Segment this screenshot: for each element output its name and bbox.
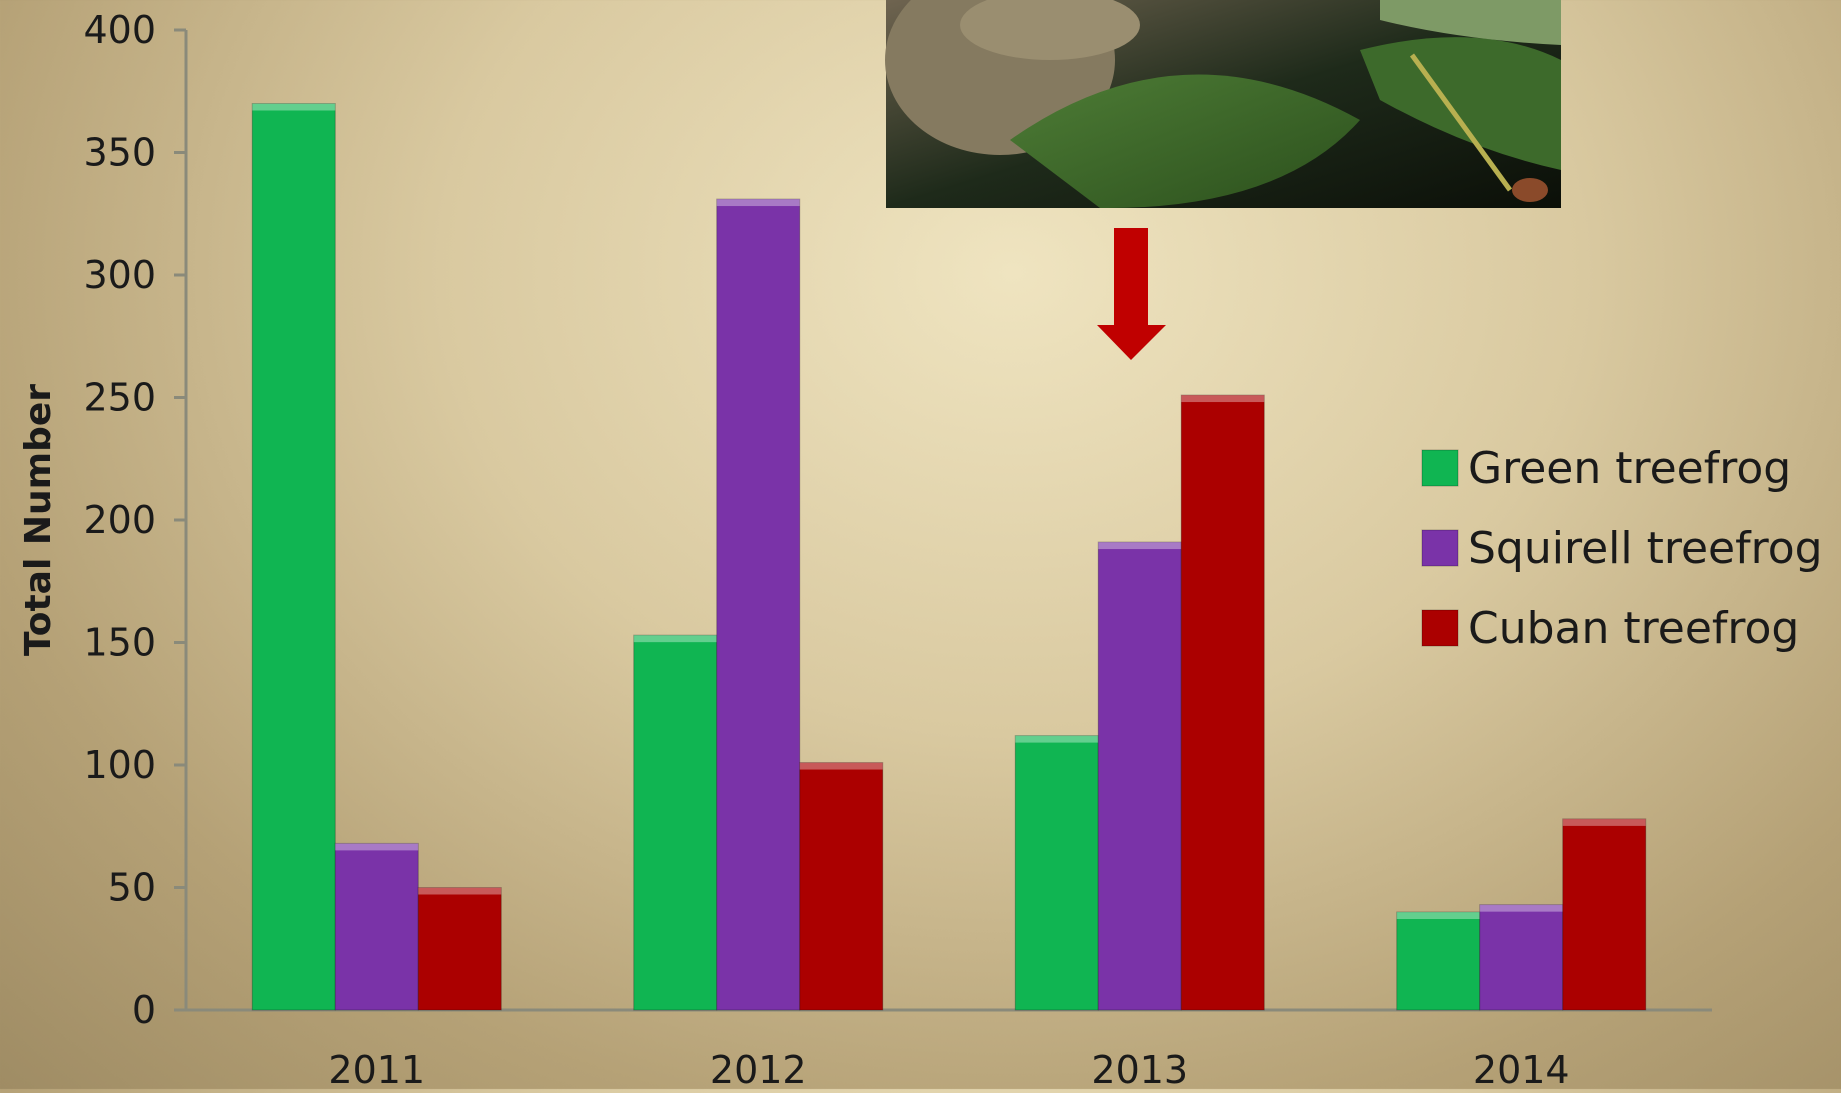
bar-green-treefrog-2012 [633,634,718,1011]
bar-squirell-treefrog-2014 [1479,904,1564,1011]
y-tick-label: 150 [83,621,156,665]
bar-highlight [1098,542,1182,550]
bar-highlight [1396,912,1480,919]
bar-squirell-treefrog-2012 [716,198,801,1011]
bar-highlight [252,103,336,111]
y-tick-label: 350 [83,131,156,175]
bar-highlight [1479,904,1563,912]
bar-highlight [799,762,883,770]
bar-highlight [1015,735,1099,743]
y-axis-ticks: 0 50 100 150 200 250 300 350 400 [83,8,186,1032]
legend-swatch [1421,449,1459,487]
y-tick-label: 250 [83,376,156,420]
legend: Green treefrog Squirell treefrog Cuban tre… [1421,443,1823,654]
y-tick-label: 0 [132,988,156,1032]
red-arrow-annotation [1097,228,1166,360]
x-tick-label: 2014 [1473,1048,1570,1089]
bar-series [251,103,1647,1011]
bar-squirell-treefrog-2013 [1097,541,1182,1011]
legend-label: Green treefrog [1468,443,1791,494]
bar-cuban-treefrog-2011 [417,887,502,1011]
x-tick-label: 2013 [1091,1048,1188,1089]
x-axis-labels: 2011 2012 2013 2014 [328,1048,1570,1092]
bar-highlight [1562,818,1646,826]
bar-cuban-treefrog-2013 [1180,394,1265,1011]
bar-squirell-treefrog-2011 [334,842,419,1011]
bar-highlight [716,199,800,207]
bar-highlight [1181,395,1265,403]
x-tick-label: 2011 [328,1048,425,1089]
bar-highlight [335,843,419,851]
bar-cuban-treefrog-2012 [799,762,884,1011]
legend-label: Squirell treefrog [1468,523,1823,574]
y-axis-label: Total Number [18,384,59,656]
bar-green-treefrog-2014 [1396,911,1481,1011]
bar-highlight [418,887,502,895]
legend-swatch [1421,609,1459,647]
x-tick-label: 2012 [710,1048,807,1089]
legend-label: Cuban treefrog [1468,603,1799,654]
bar-green-treefrog-2011 [251,103,336,1011]
legend-swatch [1421,529,1459,567]
y-tick-label: 50 [108,866,156,910]
inset-frog-photo [885,0,1561,209]
y-tick-label: 200 [83,498,156,542]
bar-highlight [633,635,717,643]
y-tick-label: 100 [83,743,156,787]
y-tick-label: 400 [83,8,156,52]
y-tick-label: 300 [83,253,156,297]
bar-green-treefrog-2013 [1014,735,1099,1011]
bar-cuban-treefrog-2014 [1562,818,1647,1011]
